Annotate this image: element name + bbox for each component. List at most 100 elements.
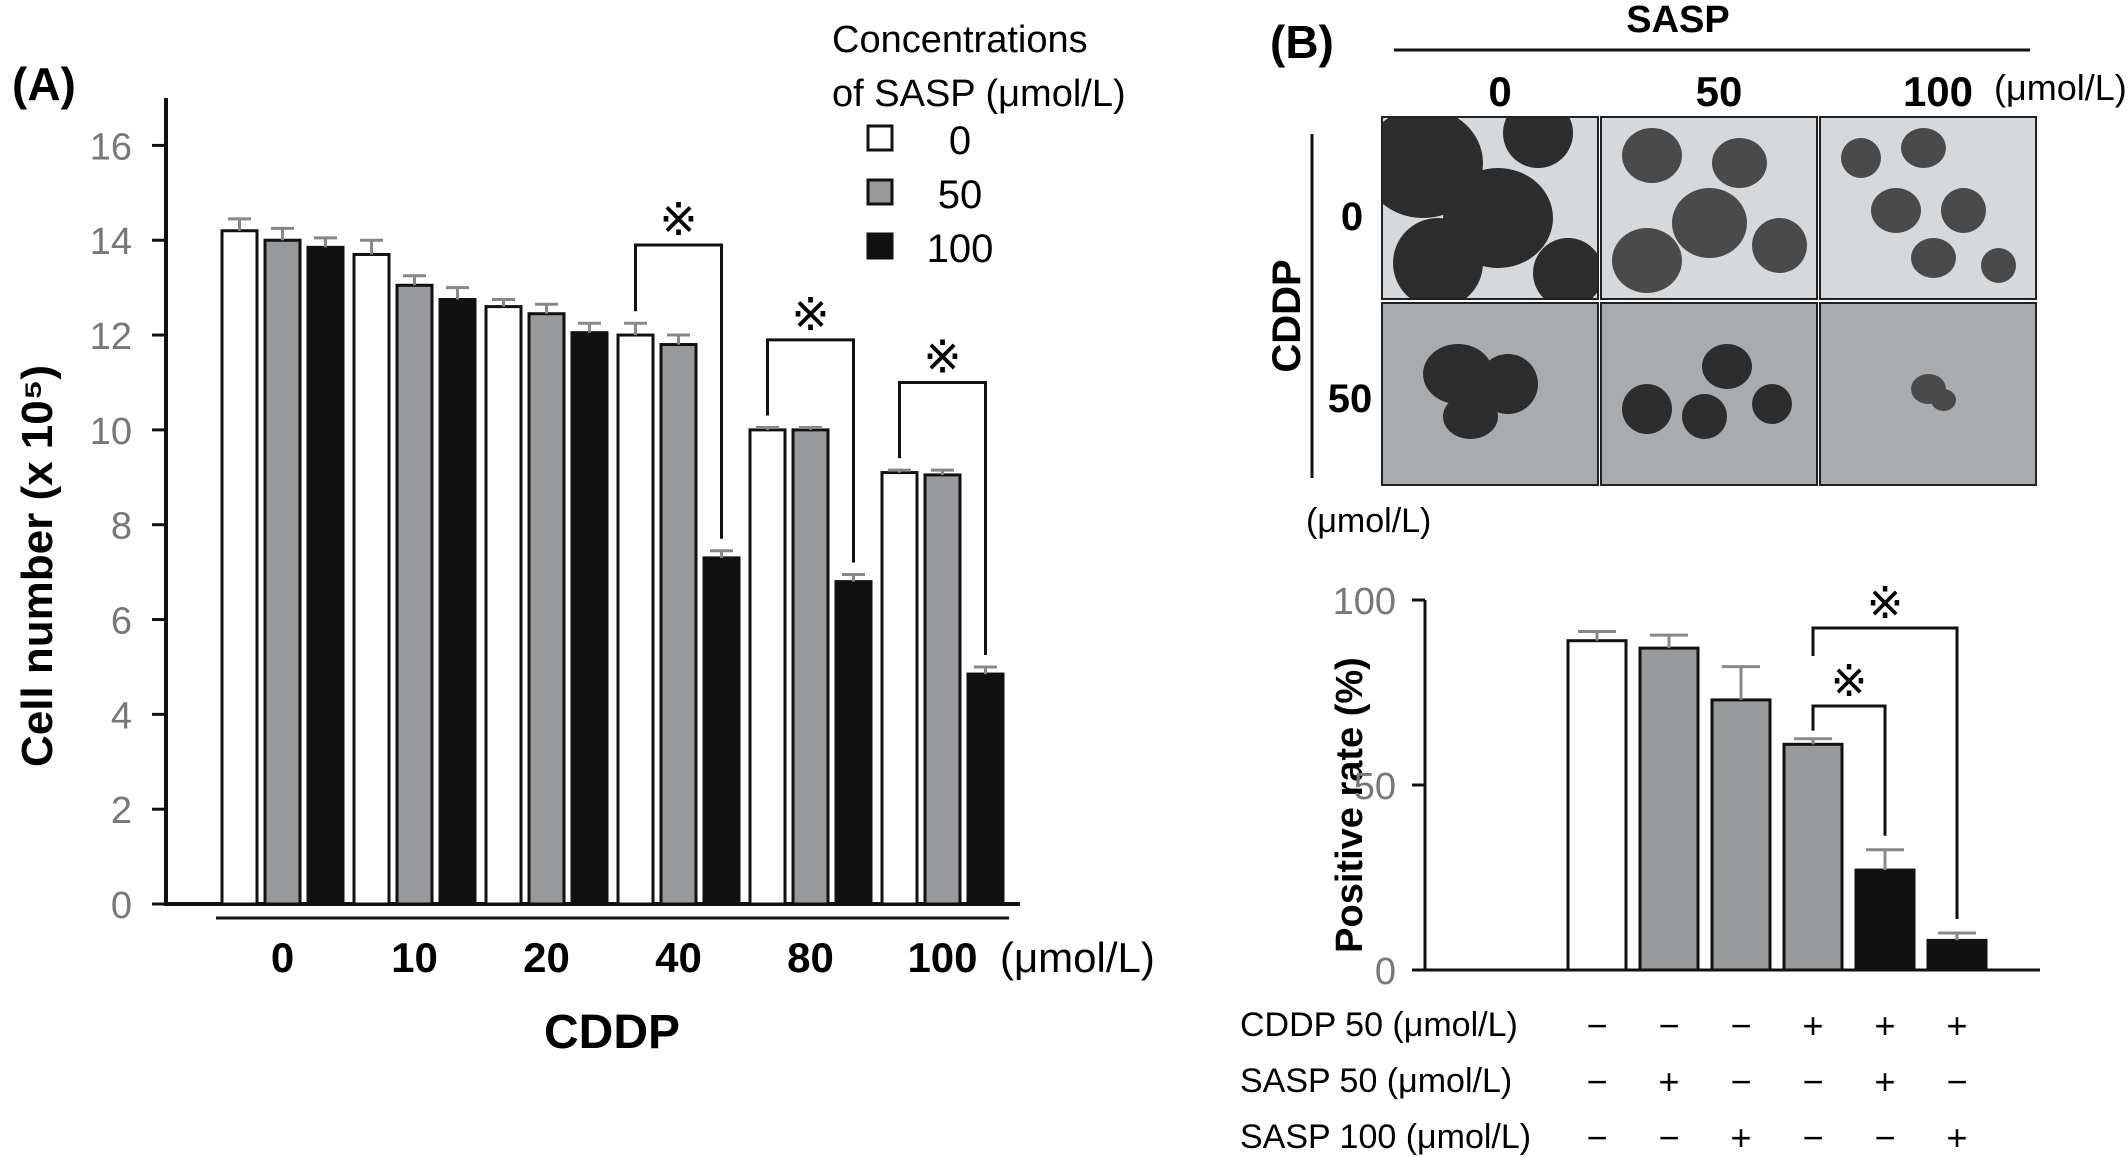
- y-tick-label: 10: [90, 411, 132, 453]
- y-tick-label: 14: [90, 221, 132, 263]
- significance-mark: ※: [1831, 657, 1868, 706]
- panel-a-legend: Concentrations of SASP (μmol/L) 0 50 100: [832, 19, 1126, 271]
- condition-sign: −: [1586, 1005, 1607, 1046]
- condition-sign: −: [1586, 1117, 1607, 1157]
- sasp-header: SASP: [1626, 0, 1729, 41]
- col-label-100: 100: [1903, 68, 1973, 115]
- condition-sign: −: [1658, 1117, 1679, 1157]
- condition-sign: −: [1802, 1117, 1823, 1157]
- row-unit: (μmol/L): [1306, 502, 1431, 540]
- significance-bracket: [898, 381, 987, 655]
- bar: [438, 298, 477, 906]
- y-tick-label: 100: [1333, 581, 1396, 623]
- legend-title-line1: Concentrations: [832, 19, 1088, 61]
- bar: [834, 580, 873, 906]
- row-label-50: 50: [1328, 377, 1373, 421]
- y-tick-label: 4: [111, 695, 132, 737]
- micrograph-cddp50-sasp0: [1381, 302, 1599, 486]
- y-tick-label: 12: [90, 316, 132, 358]
- bar: [791, 428, 830, 906]
- condition-sign: +: [1874, 1061, 1895, 1102]
- condition-row-label: SASP 50 (μmol/L): [1240, 1062, 1512, 1100]
- panel-a-xlabel: CDDP: [544, 1006, 680, 1059]
- bar: [702, 556, 741, 906]
- bar: [352, 252, 391, 906]
- significance-mark: ※: [791, 288, 830, 340]
- legend-label: 50: [938, 173, 983, 217]
- x-tick-label: 80: [787, 934, 834, 981]
- bar: [220, 229, 259, 906]
- bar: [306, 245, 345, 906]
- condition-sign: −: [1586, 1061, 1607, 1102]
- condition-sign: +: [1874, 1005, 1895, 1046]
- bar: [1926, 938, 1988, 972]
- panel-b-label: (B): [1270, 16, 1334, 68]
- condition-sign: +: [1802, 1005, 1823, 1046]
- col-label-0: 0: [1488, 68, 1511, 115]
- micrograph-cddp50-sasp100: [1819, 302, 2037, 486]
- micrograph-cddp50-sasp50: [1600, 302, 1818, 486]
- bar: [748, 428, 787, 906]
- bar: [263, 238, 302, 906]
- panel-a-x-unit: (μmol/L): [1000, 934, 1155, 981]
- condition-sign: −: [1658, 1005, 1679, 1046]
- legend-swatch: [866, 124, 894, 152]
- y-tick-label: 16: [90, 126, 132, 168]
- bar: [1710, 698, 1772, 972]
- bar: [966, 672, 1005, 906]
- significance-bracket: [634, 243, 723, 539]
- panel-a-chart: (A) Cell number (x 10⁵) 0 2 4 6 8 10 12 14 16 0 1…: [12, 19, 1155, 1059]
- condition-sign: −: [1730, 1061, 1751, 1102]
- cddp-side-title: CDDP: [1265, 259, 1309, 372]
- y-tick-label: 0: [1375, 951, 1396, 993]
- micrograph-cddp0-sasp0: [1381, 116, 1599, 300]
- condition-sign: +: [1946, 1005, 1967, 1046]
- x-tick-label: 0: [271, 934, 294, 981]
- bar: [923, 473, 962, 906]
- significance-bracket: [1811, 626, 1959, 919]
- col-unit: (μmol/L): [1994, 67, 2127, 108]
- bar: [527, 312, 566, 906]
- condition-sign: +: [1946, 1117, 1967, 1157]
- bar: [616, 333, 655, 906]
- legend-label: 100: [927, 227, 994, 271]
- panel-b-ylabel: Positive rate (%): [1329, 657, 1371, 953]
- significance-mark: ※: [1867, 579, 1904, 628]
- bar: [1854, 868, 1916, 972]
- condition-sign: −: [1946, 1061, 1967, 1102]
- condition-row-label: CDDP 50 (μmol/L): [1240, 1006, 1518, 1044]
- panel-a-ylabel: Cell number (x 10⁵): [13, 365, 62, 767]
- bar: [395, 283, 434, 906]
- y-tick-label: 8: [111, 506, 132, 548]
- y-tick-label: 0: [111, 885, 132, 927]
- condition-sign: −: [1802, 1061, 1823, 1102]
- bar: [659, 343, 698, 906]
- bar: [484, 305, 523, 906]
- significance-bracket: [766, 338, 855, 563]
- panel-b-chart: Positive rate (%) 0 50 100 ※ ※ CDDP 50 (μmo…: [1240, 579, 2040, 1157]
- condition-sign: +: [1658, 1061, 1679, 1102]
- x-tick-label: 100: [907, 934, 977, 981]
- panel-b-micrographs: (B) SASP 0 50 100 (μmol/L) CDDP 0 50 (μm…: [1265, 0, 2127, 540]
- significance-mark: ※: [923, 331, 962, 383]
- x-tick-label: 40: [655, 934, 702, 981]
- condition-sign: −: [1874, 1117, 1895, 1157]
- micrograph-cddp0-sasp100: [1819, 116, 2037, 300]
- x-tick-label: 10: [391, 934, 438, 981]
- row-label-0: 0: [1341, 195, 1363, 239]
- x-tick-label: 20: [523, 934, 570, 981]
- y-tick-label: 50: [1354, 766, 1396, 808]
- condition-row-label: SASP 100 (μmol/L): [1240, 1118, 1531, 1156]
- panel-a-label: (A): [12, 58, 76, 110]
- legend-title-line2: of SASP (μmol/L): [832, 73, 1126, 115]
- bar: [570, 331, 609, 906]
- condition-sign: −: [1730, 1005, 1751, 1046]
- bar: [880, 471, 919, 906]
- significance-bracket: [1811, 704, 1887, 836]
- bar: [1638, 646, 1700, 972]
- legend-swatch: [866, 178, 894, 206]
- condition-sign: +: [1730, 1117, 1751, 1157]
- col-label-50: 50: [1696, 68, 1743, 115]
- bar: [1566, 639, 1628, 972]
